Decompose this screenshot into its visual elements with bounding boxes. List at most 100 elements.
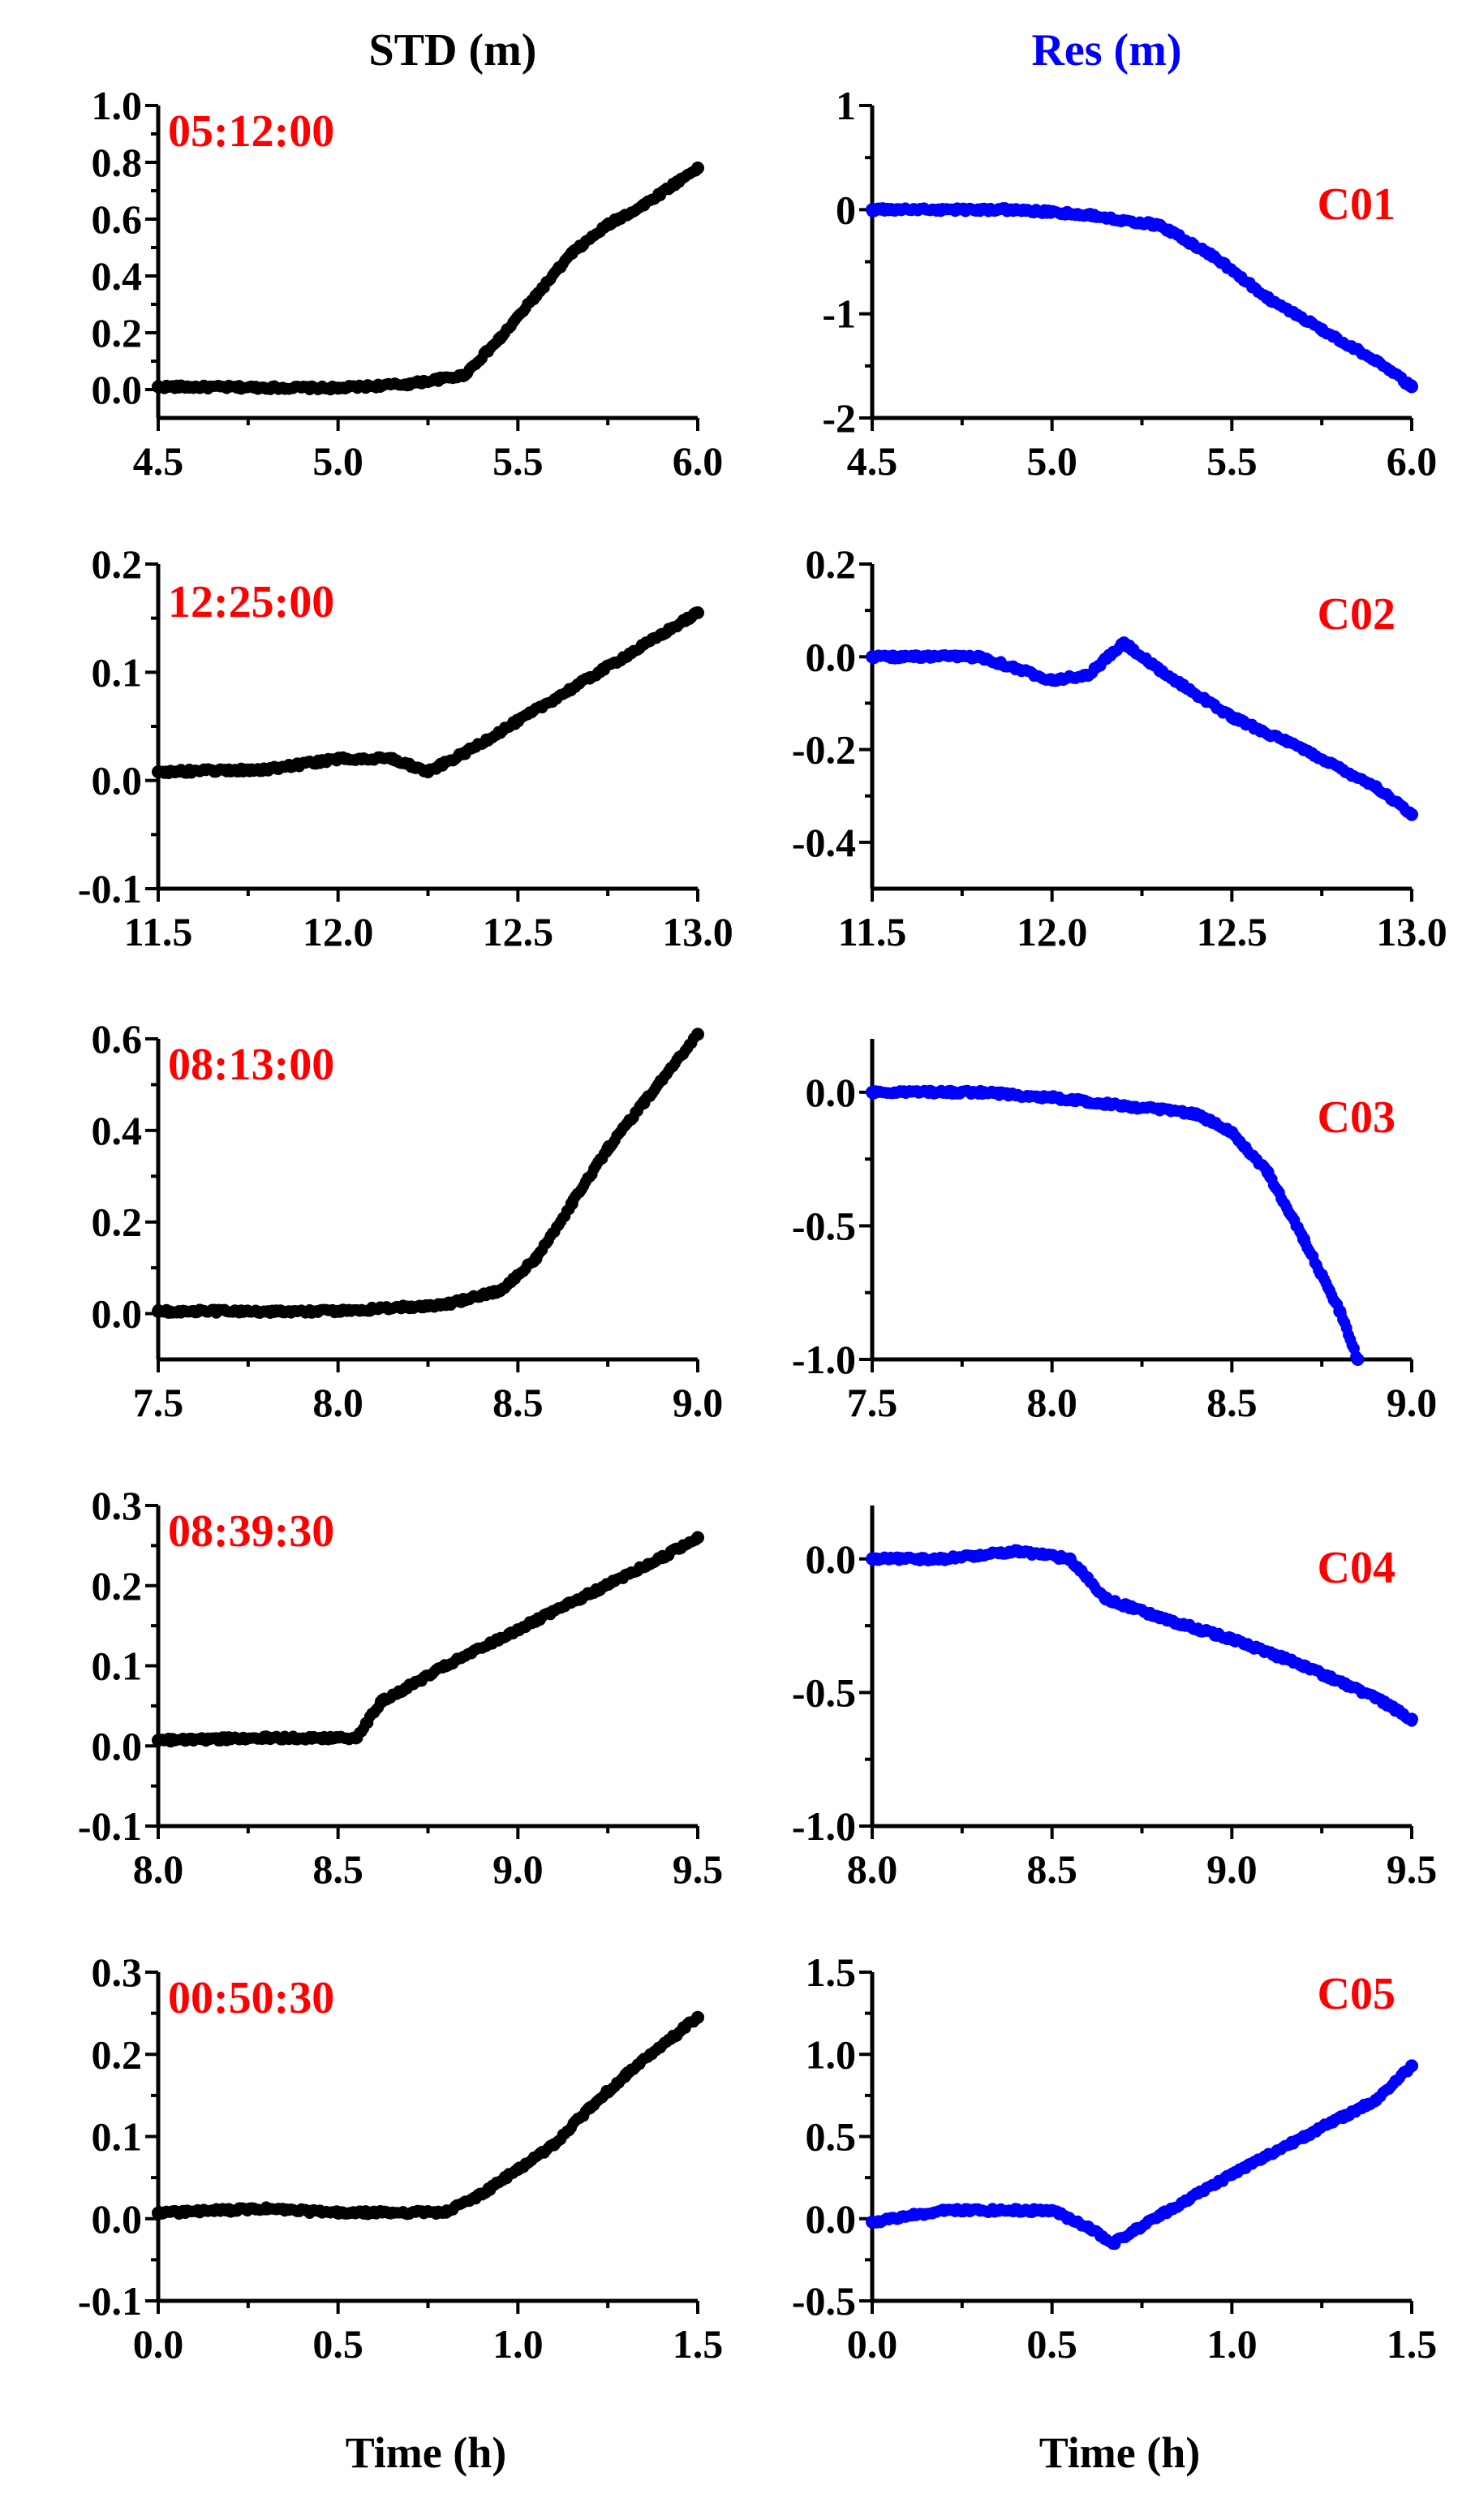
series-anchor-point xyxy=(421,765,435,778)
x-tick-label: 0.0 xyxy=(847,2321,898,2367)
series-anchor-point xyxy=(439,1659,453,1673)
y-tick-label: 0.6 xyxy=(92,196,143,242)
x-tick-label: 13.0 xyxy=(662,909,733,954)
x-tick-label: 12.5 xyxy=(483,909,554,954)
series-anchor-point xyxy=(493,1284,507,1298)
x-tick-label: 5.0 xyxy=(1026,438,1077,484)
x-tick-label: 7.5 xyxy=(847,1380,898,1425)
x-tick-label: 9.0 xyxy=(1387,1380,1438,1425)
x-tick-label: 8.0 xyxy=(847,1846,898,1892)
y-tick-label: -1.0 xyxy=(792,1337,856,1382)
panel-res-row5: 0.0 0.5 1.0 1.5-0.50.00.51.01.5 C05 xyxy=(792,1949,1437,2367)
panel-std-row5: 0.0 0.5 1.0 1.5-0.10.00.10.20.300:50:30 xyxy=(78,1949,723,2367)
series-anchor-point xyxy=(1207,250,1221,264)
series-anchor-point xyxy=(1333,1304,1347,1318)
series-anchor-point xyxy=(866,1552,879,1566)
y-tick-label: 0.3 xyxy=(92,1949,143,1995)
y-tick-label: -0.5 xyxy=(792,2278,856,2324)
series-anchor-point xyxy=(691,1531,704,1544)
panel-std-row3: 7.5 8.0 8.5 9.0 0.0 0.2 0.4 0.6 08:13:00 xyxy=(92,1016,724,1425)
series-anchor-point xyxy=(439,1298,453,1312)
series-anchor-point xyxy=(866,2215,879,2229)
y-tick-label: 0.0 xyxy=(92,1723,143,1768)
y-tick-label: -0.1 xyxy=(78,866,142,911)
series-anchor-point xyxy=(601,1142,615,1156)
series-anchor-point xyxy=(403,377,417,390)
series-anchor-point xyxy=(637,198,651,212)
series-anchor-point xyxy=(331,2206,345,2220)
series-anchor-point xyxy=(974,1085,987,1099)
series-anchor-point xyxy=(1153,1611,1167,1625)
y-tick-label: -0.1 xyxy=(78,2278,142,2324)
series-anchor-point xyxy=(511,2163,525,2176)
x-tick-label: 12.0 xyxy=(303,909,374,954)
series-anchor-point xyxy=(1405,1712,1418,1726)
series-anchor-point xyxy=(152,1734,165,1747)
y-tick-label: 0.8 xyxy=(92,140,143,185)
series-anchor-point xyxy=(565,1197,578,1211)
y-tick-label: 0.0 xyxy=(92,367,143,412)
y-tick-label: 0.4 xyxy=(92,1108,143,1153)
series-anchor-point xyxy=(331,1304,345,1318)
series-anchor-point xyxy=(691,606,704,619)
series-anchor-point xyxy=(349,1731,363,1745)
x-tick-label: 8.0 xyxy=(133,1846,184,1892)
series-anchor-point xyxy=(974,650,987,664)
panel-res-row3: 7.5 8.0 8.5 9.0 -1.0 -0.5 0.0 C03 xyxy=(792,1039,1437,1425)
series-anchor-point xyxy=(260,1731,273,1745)
y-tick-label: 1.5 xyxy=(806,1949,857,1995)
x-tick-label: 8.5 xyxy=(492,1380,544,1425)
series-anchor-point xyxy=(1225,710,1239,724)
annotation-label: 08:39:30 xyxy=(168,1506,334,1557)
y-tick-label: 0.0 xyxy=(92,1291,143,1337)
series-anchor-point xyxy=(619,2068,633,2082)
series-anchor-point xyxy=(1045,673,1059,687)
panel-res-row4: 8.0 8.5 9.0 9.5 -1.0 -0.5 0.0 C04 xyxy=(792,1506,1437,1892)
series-anchor-point xyxy=(1369,2093,1383,2107)
x-tick-label: 0.0 xyxy=(133,2321,184,2367)
panel-res-row1: 4.5 5.0 5.5 6.0 -2 -1 0 1 C01 xyxy=(822,83,1437,484)
series-anchor-point xyxy=(1369,780,1383,794)
y-tick-label: 1.0 xyxy=(92,83,143,128)
series-anchor-point xyxy=(547,2138,561,2152)
series-anchor-point xyxy=(1261,1165,1275,1179)
series-anchor-point xyxy=(866,1085,879,1099)
x-tick-label: 9.5 xyxy=(673,1846,724,1892)
series-anchor-point xyxy=(457,368,471,382)
x-tick-label: 12.0 xyxy=(1017,909,1088,954)
annotation-label: C05 xyxy=(1318,1969,1395,2019)
y-tick-label: 0.0 xyxy=(92,2196,143,2242)
series-anchor-point xyxy=(493,332,507,345)
series-anchor-point xyxy=(439,2205,453,2219)
panel-std-row4: 8.0 8.5 9.0 9.5 -0.1 0.0 0.1 0.2 0.3 08:39:30 xyxy=(78,1483,723,1892)
x-tick-label: 1.0 xyxy=(492,2321,544,2367)
series-anchor-point xyxy=(691,2010,704,2024)
x-tick-label: 9.5 xyxy=(1387,1846,1438,1892)
series-anchor-point xyxy=(655,627,669,641)
series-anchor-point xyxy=(583,2101,596,2115)
series-anchor-point xyxy=(1315,322,1329,336)
y-tick-label: 0.6 xyxy=(92,1016,143,1062)
series-anchor-point xyxy=(1369,354,1383,368)
series-anchor-point xyxy=(385,752,399,765)
x-tick-label: 6.0 xyxy=(673,438,724,484)
x-tick-label: 8.0 xyxy=(312,1380,363,1425)
x-tick-label: 8.5 xyxy=(1026,1846,1077,1892)
y-tick-label: -0.5 xyxy=(792,1203,856,1248)
x-tick-label: 9.0 xyxy=(492,1846,544,1892)
y-tick-label: -0.2 xyxy=(792,727,856,773)
series-anchor-point xyxy=(866,650,879,664)
panels: 4.5 5.0 5.5 6.00.00.20.40.60.81.005:12:004.… xyxy=(78,83,1447,2367)
x-tick-label: 8.5 xyxy=(312,1846,363,1892)
series-anchor-point xyxy=(583,1587,596,1600)
y-tick-label: 0.2 xyxy=(92,541,143,587)
y-tick-label: 0.1 xyxy=(92,649,143,695)
series-anchor-point xyxy=(1405,380,1418,394)
series-anchor-point xyxy=(1153,2208,1167,2222)
series-anchor-point xyxy=(475,2187,488,2201)
series-anchor-point xyxy=(691,1027,704,1041)
y-tick-label: 0.2 xyxy=(92,310,143,355)
annotation-label: C02 xyxy=(1318,589,1395,640)
series-anchor-point xyxy=(655,1551,669,1565)
